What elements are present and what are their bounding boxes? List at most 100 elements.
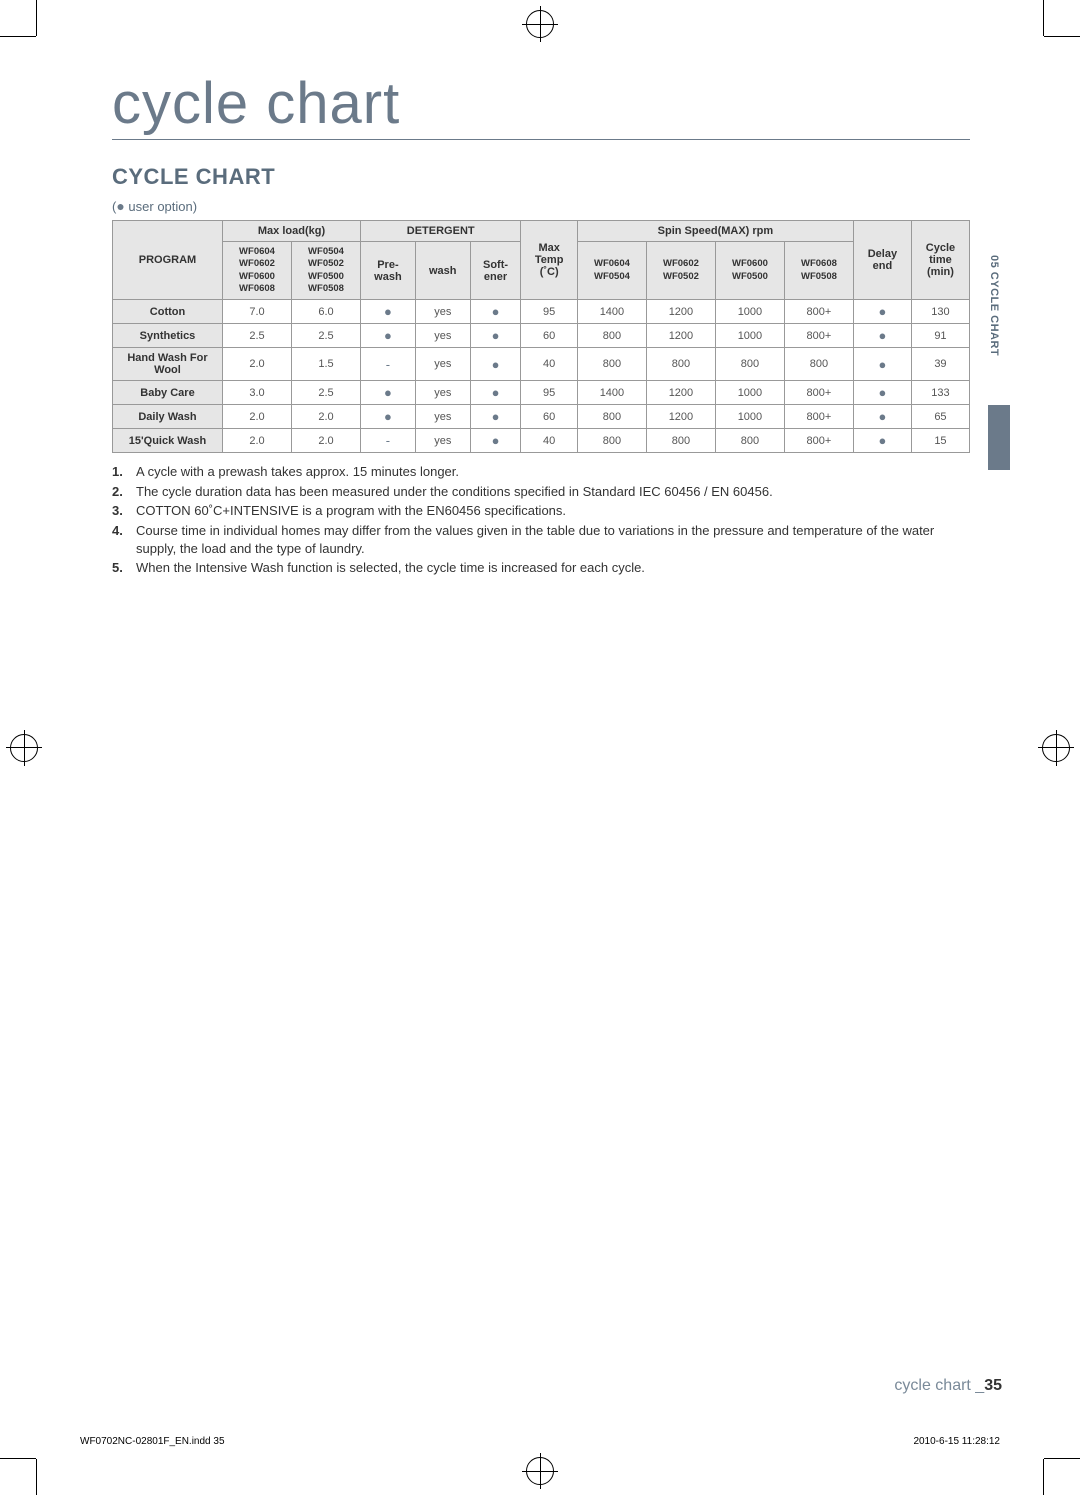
table-cell: 2.0 xyxy=(292,429,361,453)
cycle-chart-table: PROGRAM Max load(kg) DETERGENT Max Temp … xyxy=(112,220,970,453)
table-cell: yes xyxy=(415,381,470,405)
table-cell: 800 xyxy=(646,348,715,381)
table-cell: ● xyxy=(470,348,521,381)
table-cell: 1000 xyxy=(715,300,784,324)
note-text: A cycle with a prewash takes approx. 15 … xyxy=(136,463,459,481)
print-timestamp: 2010-6-15 11:28:12 xyxy=(913,1436,1000,1447)
table-cell: 800+ xyxy=(784,405,853,429)
col-spin-speed: Spin Speed(MAX) rpm xyxy=(577,221,853,242)
note-text: Course time in individual homes may diff… xyxy=(136,522,970,557)
note-number: 2. xyxy=(112,483,130,501)
table-row: Hand Wash For Wool2.01.5-yes●40800800800… xyxy=(113,348,970,381)
table-cell: yes xyxy=(415,300,470,324)
crop-mark xyxy=(0,36,36,37)
table-cell: 800+ xyxy=(784,324,853,348)
table-row: Baby Care3.02.5●yes●95140012001000800+●1… xyxy=(113,381,970,405)
table-cell: 65 xyxy=(911,405,969,429)
table-cell: 800 xyxy=(646,429,715,453)
table-cell: ● xyxy=(470,405,521,429)
col-spin-2: WF0602 WF0502 xyxy=(646,242,715,300)
table-cell: 60 xyxy=(521,324,578,348)
col-max-load: Max load(kg) xyxy=(223,221,361,242)
table-cell: ● xyxy=(361,405,416,429)
side-tab-label: 05 CYCLE CHART xyxy=(988,255,1000,385)
note-number: 4. xyxy=(112,522,130,557)
col-spin-1: WF0604 WF0504 xyxy=(577,242,646,300)
table-cell: Baby Care xyxy=(113,381,223,405)
col-spin-3: WF0600 WF0500 xyxy=(715,242,784,300)
table-cell: 40 xyxy=(521,348,578,381)
table-cell: 39 xyxy=(911,348,969,381)
table-cell: 2.5 xyxy=(223,324,292,348)
table-cell: yes xyxy=(415,405,470,429)
col-load-models-1: WF0604 WF0602 WF0600 WF0608 xyxy=(223,242,292,300)
registration-mark-icon xyxy=(526,1457,554,1485)
table-cell: Daily Wash xyxy=(113,405,223,429)
table-cell: 2.5 xyxy=(292,381,361,405)
table-cell: 6.0 xyxy=(292,300,361,324)
col-spin-4: WF0608 WF0508 xyxy=(784,242,853,300)
table-cell: yes xyxy=(415,324,470,348)
table-cell: ● xyxy=(853,300,911,324)
page-content: cycle chart CYCLE CHART (● user option) … xyxy=(112,70,970,579)
table-cell: ● xyxy=(470,429,521,453)
page-number: 35 xyxy=(984,1377,1002,1394)
note-number: 5. xyxy=(112,559,130,577)
table-cell: ● xyxy=(853,429,911,453)
registration-mark-icon xyxy=(1042,734,1070,762)
table-cell: 1.5 xyxy=(292,348,361,381)
table-cell: - xyxy=(361,348,416,381)
table-cell: ● xyxy=(361,300,416,324)
crop-mark xyxy=(36,0,37,36)
crop-mark xyxy=(1044,1458,1080,1459)
table-cell: 2.5 xyxy=(292,324,361,348)
table-cell: 1200 xyxy=(646,381,715,405)
col-delay-end: Delay end xyxy=(853,221,911,300)
table-row: 15'Quick Wash2.02.0-yes●40800800800800+●… xyxy=(113,429,970,453)
table-cell: 1200 xyxy=(646,300,715,324)
table-row: Daily Wash2.02.0●yes●6080012001000800+●6… xyxy=(113,405,970,429)
table-cell: ● xyxy=(470,381,521,405)
crop-mark xyxy=(0,1458,36,1459)
crop-mark xyxy=(1044,36,1080,37)
table-cell: 7.0 xyxy=(223,300,292,324)
table-cell: 130 xyxy=(911,300,969,324)
table-cell: 95 xyxy=(521,381,578,405)
print-file: WF0702NC-02801F_EN.indd 35 xyxy=(80,1436,225,1447)
table-cell: 1200 xyxy=(646,405,715,429)
crop-mark xyxy=(1043,0,1044,36)
table-cell: 1400 xyxy=(577,381,646,405)
table-cell: ● xyxy=(853,381,911,405)
table-cell: ● xyxy=(470,324,521,348)
table-cell: 2.0 xyxy=(223,405,292,429)
table-cell: ● xyxy=(470,300,521,324)
table-row: Cotton7.06.0●yes●95140012001000800+●130 xyxy=(113,300,970,324)
note-item: 4.Course time in individual homes may di… xyxy=(112,522,970,557)
table-row: Synthetics2.52.5●yes●6080012001000800+●9… xyxy=(113,324,970,348)
registration-mark-icon xyxy=(526,10,554,38)
note-item: 5.When the Intensive Wash function is se… xyxy=(112,559,970,577)
table-cell: 800 xyxy=(577,429,646,453)
table-cell: 133 xyxy=(911,381,969,405)
table-cell: 2.0 xyxy=(223,429,292,453)
table-cell: ● xyxy=(853,405,911,429)
col-wash: wash xyxy=(415,242,470,300)
registration-mark-icon xyxy=(10,734,38,762)
note-number: 1. xyxy=(112,463,130,481)
bullet-icon: ● xyxy=(116,198,124,214)
table-cell: 1200 xyxy=(646,324,715,348)
table-cell: 91 xyxy=(911,324,969,348)
note-item: 1. A cycle with a prewash takes approx. 1… xyxy=(112,463,970,481)
table-cell: yes xyxy=(415,348,470,381)
col-prewash: Pre- wash xyxy=(361,242,416,300)
col-detergent: DETERGENT xyxy=(361,221,521,242)
table-cell: 800 xyxy=(784,348,853,381)
table-cell: ● xyxy=(853,324,911,348)
table-cell: ● xyxy=(361,381,416,405)
table-cell: 60 xyxy=(521,405,578,429)
crop-mark xyxy=(36,1459,37,1495)
table-cell: 3.0 xyxy=(223,381,292,405)
table-cell: 95 xyxy=(521,300,578,324)
note-number: 3. xyxy=(112,502,130,520)
col-max-temp: Max Temp (˚C) xyxy=(521,221,578,300)
